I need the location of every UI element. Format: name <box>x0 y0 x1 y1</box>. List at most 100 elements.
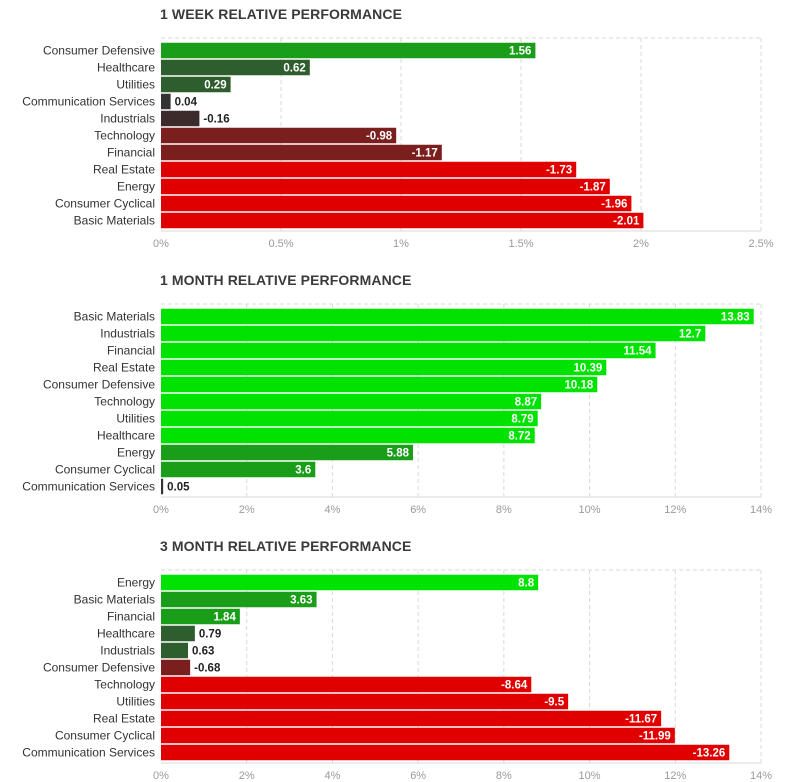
x-tick-label: 0% <box>153 770 169 782</box>
bar <box>161 461 316 478</box>
data-label: -1.87 <box>580 182 606 194</box>
x-tick-label: 2% <box>633 238 649 250</box>
x-tick-label: 8% <box>496 504 512 516</box>
x-tick-label: 0% <box>153 238 169 250</box>
bar <box>161 76 231 93</box>
x-tick-label: 1% <box>393 238 409 250</box>
bar <box>161 478 164 495</box>
chart-title: 1 WEEK RELATIVE PERFORMANCE <box>160 6 403 22</box>
x-tick-label: 6% <box>410 504 426 516</box>
bar <box>161 427 535 444</box>
category-label: Utilities <box>116 412 155 426</box>
bar <box>161 161 577 178</box>
bar <box>161 744 730 761</box>
chart-panel-3-month: 3 MONTH RELATIVE PERFORMANCE 0% 2% 4% 6% 8% 1… <box>0 538 803 782</box>
chart-panel-1-month: 1 MONTH RELATIVE PERFORMANCE 0% 2% 4% 6% 8% 1… <box>0 272 803 516</box>
category-label: Healthcare <box>97 627 155 641</box>
category-label: Industrials <box>100 112 155 126</box>
data-label: 12.7 <box>679 329 701 341</box>
bar <box>161 359 607 376</box>
bar <box>161 93 171 110</box>
x-tick-label: 12% <box>664 770 686 782</box>
bar <box>161 659 191 676</box>
data-label: 5.88 <box>387 448 410 460</box>
category-label: Real Estate <box>93 361 155 375</box>
data-label: 10.39 <box>574 363 603 375</box>
data-label: -8.64 <box>501 680 528 692</box>
bar <box>161 608 240 625</box>
category-label: Communication Services <box>22 95 155 109</box>
data-label: -0.68 <box>194 663 221 675</box>
data-label: -11.67 <box>625 714 657 726</box>
bar <box>161 710 662 727</box>
category-label: Healthcare <box>97 429 155 443</box>
bar <box>161 212 644 229</box>
x-tick-label: 10% <box>579 770 601 782</box>
x-tick-label: 4% <box>324 504 340 516</box>
data-label: 8.72 <box>508 431 530 443</box>
category-label: Basic Materials <box>74 310 155 324</box>
x-tick-label: 1.5% <box>508 238 533 250</box>
bar-chart-1-week: 0% 0.5% 1% 1.5% 2% 2.5% Consumer Defensive 1.56… <box>22 37 774 250</box>
bar <box>161 376 598 393</box>
category-label: Consumer Cyclical <box>55 729 155 743</box>
chart-title: 1 MONTH RELATIVE PERFORMANCE <box>160 272 412 288</box>
data-label: -11.99 <box>639 731 671 743</box>
category-label: Financial <box>107 146 155 160</box>
data-label: 3.63 <box>290 595 312 607</box>
category-label: Energy <box>117 180 155 194</box>
category-label: Healthcare <box>97 61 155 75</box>
data-label: -1.17 <box>412 148 438 160</box>
data-label: -0.98 <box>366 131 393 143</box>
category-label: Real Estate <box>93 712 155 726</box>
chart-panel-1-week: 1 WEEK RELATIVE PERFORMANCE 0% 0.5% 1% 1.5%… <box>0 6 803 250</box>
x-tick-label: 14% <box>750 770 772 782</box>
data-label: 10.18 <box>565 380 594 392</box>
bar <box>161 727 675 744</box>
category-label: Communication Services <box>22 746 155 760</box>
x-tick-label: 4% <box>324 770 340 782</box>
data-label: -1.96 <box>601 199 627 211</box>
bar <box>161 144 442 161</box>
x-tick-label: 14% <box>750 504 772 516</box>
category-label: Industrials <box>100 327 155 341</box>
bar <box>161 693 569 710</box>
category-label: Real Estate <box>93 163 155 177</box>
data-label: -0.16 <box>203 114 229 126</box>
data-label: 3.6 <box>295 465 311 477</box>
data-label: 11.54 <box>623 346 652 358</box>
category-label: Basic Materials <box>74 593 155 607</box>
bar <box>161 642 188 659</box>
x-tick-label: 2.5% <box>748 238 773 250</box>
category-label: Consumer Cyclical <box>55 463 155 477</box>
bar <box>161 342 656 359</box>
category-label: Financial <box>107 610 155 624</box>
bar-chart-1-month: 0% 2% 4% 6% 8% 10% 12% 14% Basic Materials 13.83 I… <box>22 303 772 516</box>
data-label: 0.05 <box>167 482 190 494</box>
bar <box>161 42 536 59</box>
bar <box>161 444 413 461</box>
data-label: -13.26 <box>693 748 726 760</box>
bar <box>161 178 610 195</box>
category-label: Communication Services <box>22 480 155 494</box>
category-label: Energy <box>117 446 155 460</box>
category-label: Consumer Defensive <box>43 661 155 675</box>
x-tick-label: 12% <box>664 504 686 516</box>
data-label: 8.79 <box>511 414 533 426</box>
data-label: 8.87 <box>515 397 537 409</box>
category-label: Consumer Defensive <box>43 378 155 392</box>
bar <box>161 393 542 410</box>
bar <box>161 110 200 127</box>
category-label: Energy <box>117 576 155 590</box>
x-tick-label: 10% <box>579 504 601 516</box>
x-tick-label: 8% <box>496 770 512 782</box>
data-label: 1.84 <box>213 612 236 624</box>
bar <box>161 195 632 212</box>
bar-chart-3-month: 0% 2% 4% 6% 8% 10% 12% 14% Energy 8.8 Basic Materi… <box>22 569 772 782</box>
category-label: Technology <box>94 395 155 409</box>
bar <box>161 625 195 642</box>
category-label: Technology <box>94 129 155 143</box>
category-label: Industrials <box>100 644 155 658</box>
data-label: 0.62 <box>283 63 305 75</box>
data-label: 13.83 <box>721 312 750 324</box>
